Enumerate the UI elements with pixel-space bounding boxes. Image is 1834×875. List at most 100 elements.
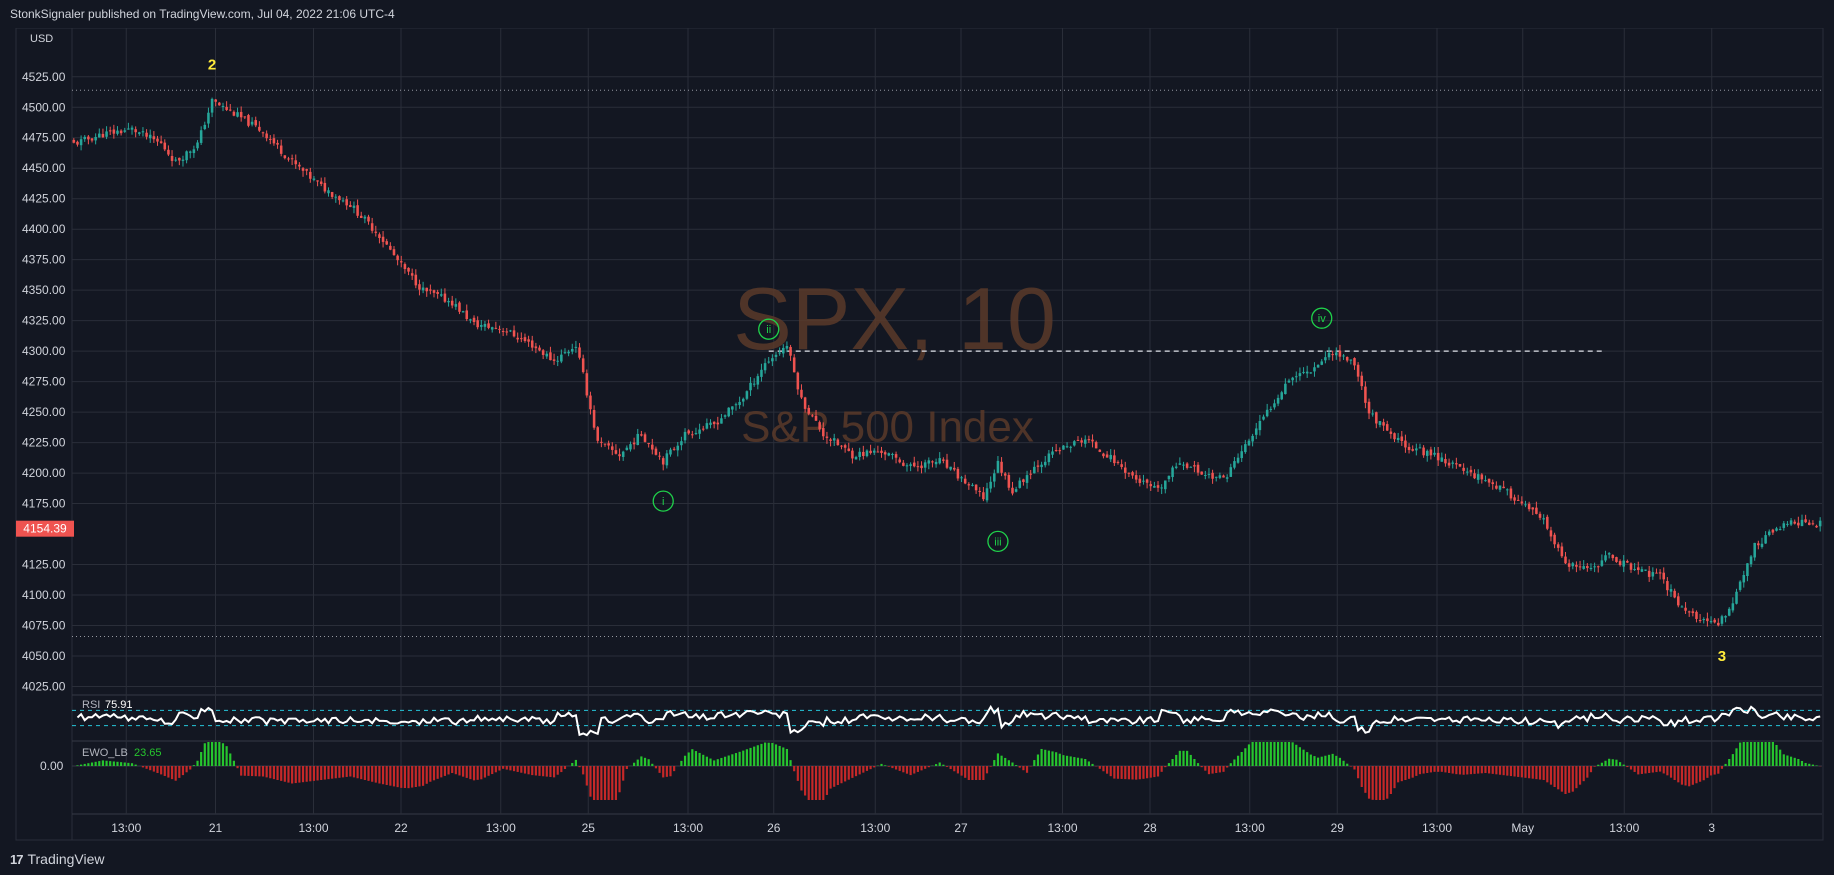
candle-body	[687, 430, 690, 434]
candle-body	[432, 290, 436, 293]
candle	[811, 414, 814, 418]
candle	[1244, 439, 1247, 454]
candle-body	[1586, 566, 1589, 569]
candle	[1182, 461, 1185, 471]
candle	[1124, 461, 1127, 479]
candle-body	[978, 490, 982, 492]
candle	[694, 427, 698, 435]
candle	[1651, 567, 1655, 580]
candle-body	[225, 106, 228, 110]
candle	[661, 456, 665, 471]
tradingview-logo[interactable]: 17 TradingView	[10, 851, 105, 867]
candle	[658, 451, 661, 460]
candle	[851, 447, 854, 464]
candle-body	[1691, 611, 1695, 614]
candle-body	[341, 200, 345, 202]
candle	[1633, 563, 1636, 572]
candle-body	[1331, 354, 1334, 356]
candle-body	[458, 302, 461, 312]
candle-body	[1618, 561, 1622, 565]
candle-body	[629, 444, 632, 450]
candle	[1214, 476, 1218, 482]
candle	[152, 131, 156, 143]
candle	[807, 405, 811, 416]
candle	[720, 413, 723, 424]
candle	[731, 406, 734, 415]
chart-area[interactable]: SPX, 10 S&P 500 Index USD 4525.00 4500.00 447…	[0, 28, 1834, 845]
candle-body	[319, 181, 323, 184]
candle-body	[1513, 497, 1516, 501]
candle-body	[1473, 473, 1476, 479]
candle-body	[898, 459, 901, 463]
candle-body	[592, 410, 596, 428]
candle	[487, 319, 490, 330]
candle-body	[945, 459, 949, 468]
candle-body	[1142, 480, 1145, 482]
candle	[774, 351, 778, 362]
candle	[1680, 605, 1684, 608]
candle-body	[207, 112, 210, 124]
candle-body	[101, 133, 105, 138]
candle-body	[1113, 455, 1116, 464]
candle	[1218, 472, 1222, 480]
candle-body	[1225, 477, 1229, 479]
wave-label-minor: iv	[1311, 307, 1333, 329]
candle-body	[618, 454, 621, 457]
candle-body	[712, 421, 716, 425]
candle	[818, 420, 821, 432]
candle-body	[1789, 520, 1793, 525]
candle	[138, 131, 141, 136]
candle-body	[1182, 464, 1185, 466]
candle	[236, 107, 239, 118]
candle-body	[585, 373, 589, 396]
candle-body	[643, 434, 647, 442]
candle	[374, 225, 378, 237]
candle-body	[1626, 560, 1629, 563]
candle-body	[1433, 452, 1436, 455]
candle	[1389, 427, 1393, 439]
candle	[1211, 469, 1214, 484]
candle-body	[800, 389, 803, 398]
candle-body	[1800, 519, 1804, 527]
candle-body	[869, 450, 872, 454]
rsi-value: 75.91	[105, 699, 133, 711]
candle-body	[279, 145, 283, 154]
candle	[1291, 376, 1294, 386]
candle	[76, 140, 79, 147]
candle-body	[1502, 486, 1505, 489]
candle-body	[1251, 435, 1254, 442]
candle	[130, 125, 134, 135]
x-tick-label: 13:00	[1422, 821, 1452, 835]
wave-label-circle	[987, 530, 1009, 553]
candle-body	[1767, 531, 1771, 536]
candle	[207, 107, 210, 128]
candle	[545, 351, 549, 359]
candle	[1506, 488, 1509, 496]
candle	[603, 443, 607, 447]
candle-body	[185, 151, 188, 161]
candle-body	[1338, 350, 1342, 357]
y-tick-label: 4375.00	[22, 253, 66, 267]
candle	[105, 126, 108, 140]
y-tick-label: 4075.00	[22, 618, 66, 632]
candle	[1757, 540, 1760, 550]
candle-body	[1407, 446, 1411, 451]
candle	[403, 262, 407, 274]
candle	[1531, 507, 1535, 516]
candle-body	[210, 98, 214, 113]
candle	[1302, 367, 1305, 375]
candle-body	[425, 287, 429, 292]
candle-body	[1556, 544, 1560, 548]
candle	[239, 106, 243, 122]
candle-body	[1498, 485, 1502, 490]
candle	[1069, 445, 1072, 453]
candle	[1509, 486, 1513, 501]
candle	[574, 340, 578, 353]
candle-body	[389, 245, 392, 250]
candle-body	[1469, 469, 1473, 473]
candle-body	[363, 216, 367, 219]
candle-body	[1073, 441, 1076, 446]
candle	[294, 154, 298, 169]
candle	[87, 134, 90, 145]
candle	[1789, 517, 1793, 527]
